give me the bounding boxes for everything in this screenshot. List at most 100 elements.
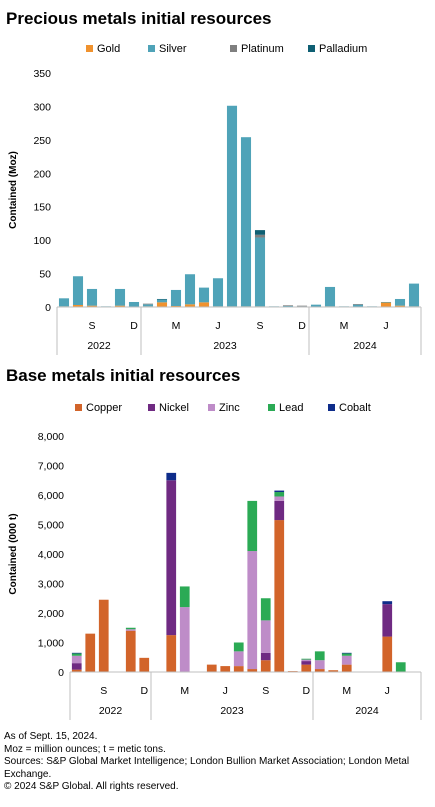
- bar-palladium-14: [254, 230, 266, 235]
- bar-gold-7: [156, 302, 168, 307]
- bar-gold-4: [114, 305, 126, 307]
- y-tick-label: 6,000: [38, 490, 64, 502]
- base-chart-title: Base metals initial resources: [6, 366, 241, 385]
- y-tick-label: 0: [58, 667, 64, 679]
- legend-swatch: [328, 404, 335, 411]
- bar-silver-11: [212, 278, 224, 307]
- x-tick-label: D: [140, 685, 148, 697]
- bar-copper-7: [166, 635, 177, 672]
- bar-copper-20: [341, 664, 352, 672]
- bar-copper-12: [233, 666, 244, 672]
- y-tick-label: 200: [33, 168, 51, 180]
- bar-silver-19: [324, 286, 336, 307]
- y-tick-label: 7,000: [38, 461, 64, 473]
- legend-item-nickel: Nickel: [148, 402, 189, 414]
- bar-copper-5: [139, 657, 150, 672]
- y-tick-label: 250: [33, 135, 51, 147]
- year-label: 2024: [353, 340, 377, 352]
- bar-lead-4: [125, 627, 136, 630]
- bar-lead-18: [314, 651, 325, 661]
- legend-item-copper: Copper: [75, 402, 122, 414]
- bar-copper-19: [328, 670, 339, 672]
- bar-lead-0: [71, 653, 82, 656]
- y-tick-label: 100: [33, 235, 51, 247]
- bar-silver-5: [128, 301, 140, 307]
- bar-silver-2: [86, 288, 98, 306]
- legend-item-platinum: Platinum: [230, 43, 284, 55]
- bar-silver-14: [254, 237, 266, 307]
- bar-copper-0: [71, 669, 82, 672]
- note-copyright: © 2024 S&P Global. All rights reserved.: [4, 781, 179, 792]
- x-tick-label: S: [88, 320, 95, 332]
- legend-label: Gold: [97, 43, 120, 55]
- legend-label: Cobalt: [339, 402, 371, 414]
- legend-swatch: [86, 45, 93, 52]
- note-sources: Sources: S&P Global Market Intelligence;…: [4, 756, 410, 780]
- bar-silver-18: [310, 304, 322, 307]
- legend-label: Silver: [159, 43, 187, 55]
- legend-label: Platinum: [241, 43, 284, 55]
- bar-copper-15: [274, 520, 285, 672]
- bar-zinc-4: [125, 629, 136, 631]
- bar-silver-6: [142, 304, 154, 307]
- x-tick-label: S: [256, 320, 263, 332]
- bar-copper-23: [382, 636, 393, 672]
- bar-zinc-18: [314, 660, 325, 670]
- legend-item-gold: Gold: [86, 43, 120, 55]
- bar-nickel-7: [166, 480, 177, 636]
- y-tick-label: 2,000: [38, 608, 64, 620]
- y-tick-label: 150: [33, 202, 51, 214]
- bar-copper-17: [301, 664, 312, 672]
- legend-swatch: [148, 404, 155, 411]
- bar-nickel-0: [71, 663, 82, 670]
- y-axis-title: Contained (Moz): [8, 151, 19, 229]
- bar-silver-0: [58, 298, 70, 307]
- base-metals-chart: Copper Nickel Zinc Lead Cobalt Contained (000…: [8, 402, 422, 720]
- bar-zinc-20: [341, 655, 352, 665]
- year-label: 2022: [99, 705, 123, 717]
- bar-zinc-13: [247, 551, 258, 670]
- legend-swatch: [308, 45, 315, 52]
- bar-zinc-12: [233, 651, 244, 667]
- y-tick-label: 5,000: [38, 520, 64, 532]
- bar-lead-12: [233, 642, 244, 652]
- bar-copper-14: [260, 660, 271, 672]
- bar-copper-1: [85, 633, 96, 672]
- bar-gold-23: [380, 302, 392, 307]
- legend-swatch: [208, 404, 215, 411]
- bar-silver-7: [156, 299, 168, 303]
- bar-lead-14: [260, 598, 271, 621]
- bar-platinum-6: [142, 303, 154, 305]
- bar-copper-13: [247, 669, 258, 672]
- y-axis-title: Contained (000 t): [8, 513, 19, 594]
- bar-cobalt-15: [274, 490, 285, 493]
- bar-silver-10: [198, 287, 210, 303]
- year-label: 2023: [213, 340, 237, 352]
- year-label: 2023: [220, 705, 244, 717]
- x-tick-label: J: [385, 685, 390, 697]
- bar-copper-11: [220, 666, 231, 672]
- bar-palladium-7: [156, 298, 168, 300]
- bar-gold-9: [184, 304, 196, 307]
- year-label: 2022: [87, 340, 111, 352]
- bar-gold-24: [394, 305, 406, 307]
- note-date: As of Sept. 15, 2024.: [4, 731, 98, 742]
- x-tick-label: J: [223, 685, 228, 697]
- y-tick-label: 300: [33, 101, 51, 113]
- bar-silver-25: [408, 283, 420, 307]
- bar-cobalt-0: [71, 652, 82, 654]
- bar-lead-20: [341, 653, 352, 656]
- bar-gold-1: [72, 304, 84, 307]
- bar-silver-4: [114, 288, 126, 306]
- y-tick-label: 3,000: [38, 579, 64, 591]
- x-tick-label: S: [100, 685, 107, 697]
- chart-notes: As of Sept. 15, 2024. Moz = million ounc…: [4, 731, 434, 794]
- bar-lead-17: [301, 658, 312, 660]
- bar-platinum-21: [352, 303, 364, 305]
- x-tick-label: M: [180, 685, 189, 697]
- bar-zinc-17: [301, 659, 312, 662]
- bar-silver-13: [240, 137, 252, 307]
- bar-lead-15: [274, 492, 285, 497]
- bar-silver-12: [226, 105, 238, 307]
- bar-zinc-14: [260, 620, 271, 653]
